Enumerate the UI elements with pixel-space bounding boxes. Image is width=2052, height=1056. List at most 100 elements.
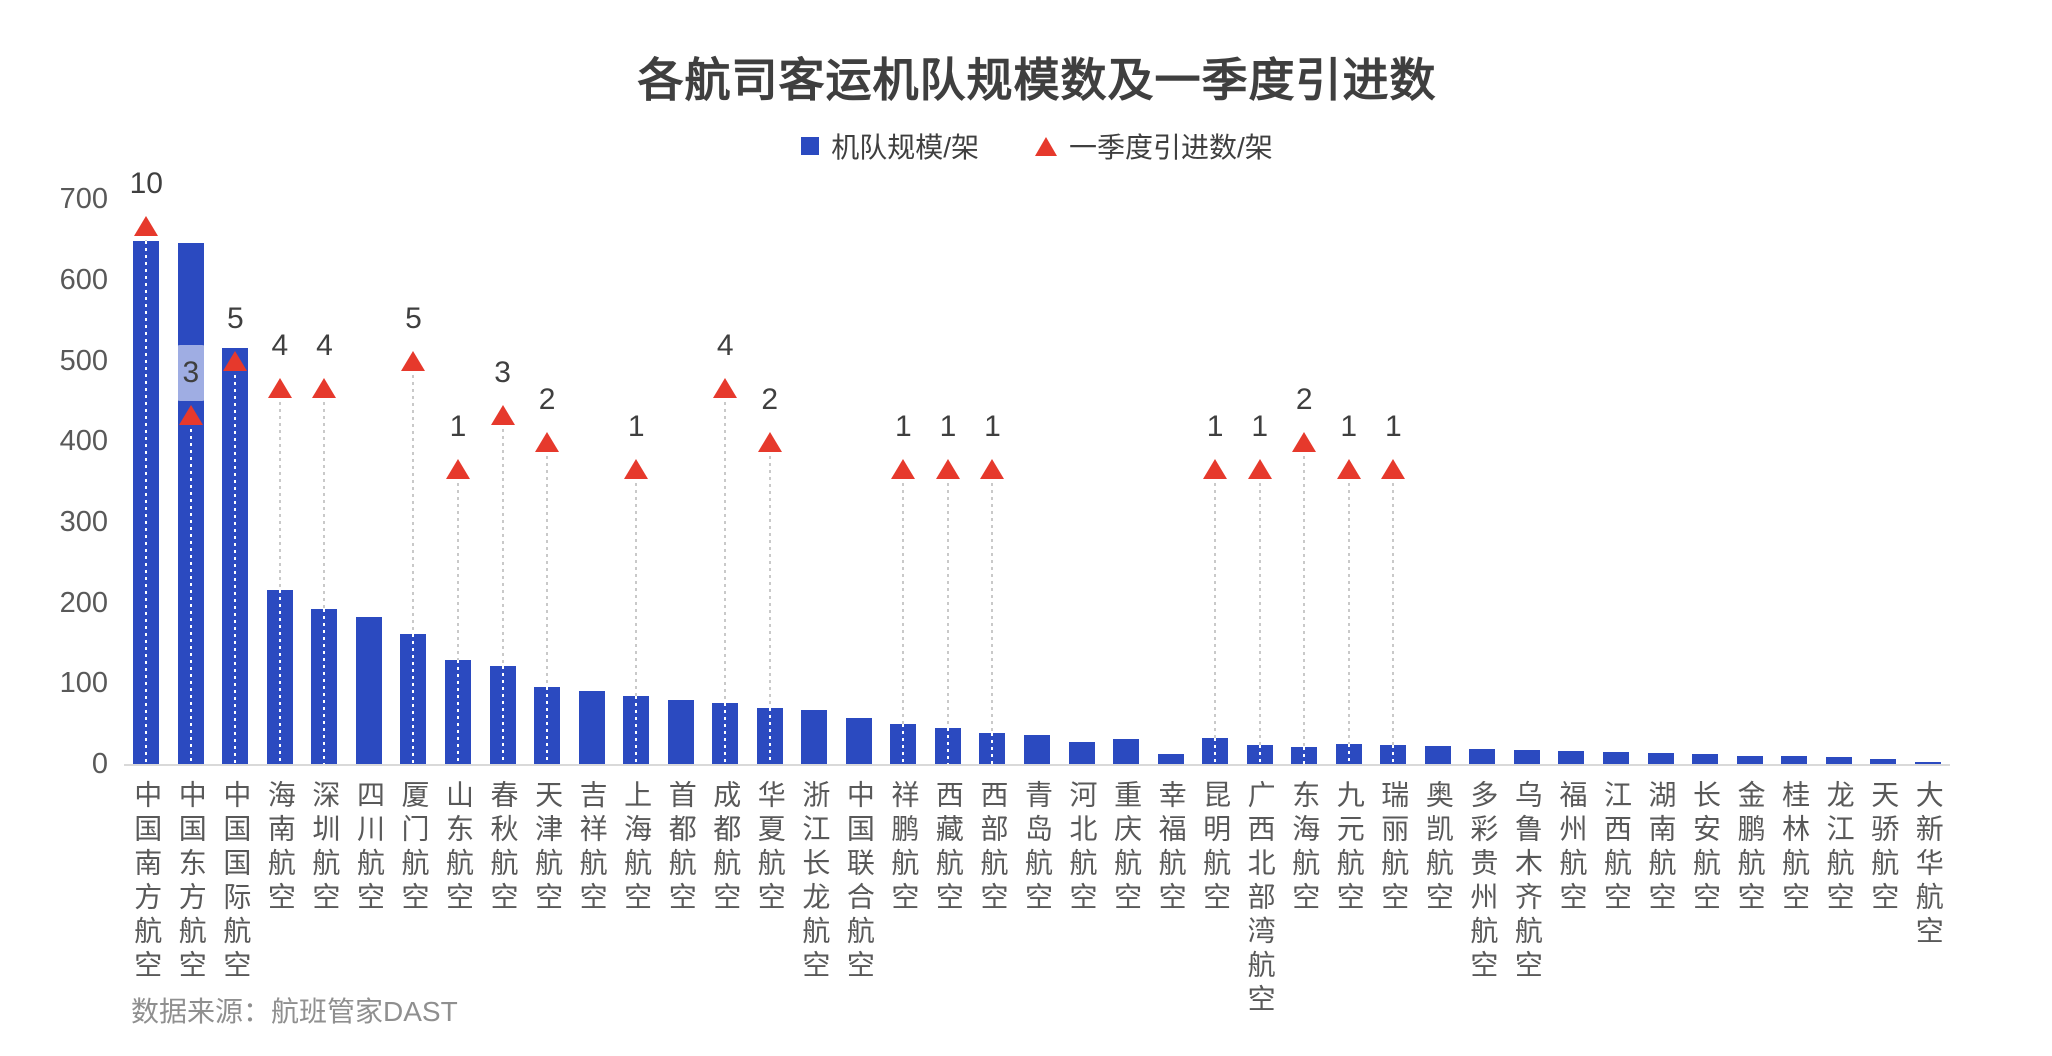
intro-leader-line [278, 590, 281, 764]
intro-value-label: 1 [1340, 410, 1358, 443]
bar [1113, 738, 1140, 764]
x-axis-line [124, 764, 1950, 766]
intro-value-label: 1 [627, 410, 645, 443]
category-label: 江西航空 [1600, 780, 1632, 916]
intro-value-label: 4 [271, 329, 289, 362]
category-label: 浙江长龙航空 [799, 780, 831, 984]
category-label: 西藏航空 [932, 780, 964, 916]
category-label: 天津航空 [532, 780, 564, 916]
source-note: 数据来源：航班管家DAST [131, 996, 458, 1027]
intro-marker-triangle-icon [490, 405, 515, 425]
category-label: 奥凯航空 [1422, 780, 1454, 916]
intro-marker-triangle-icon [1336, 459, 1361, 479]
intro-marker-triangle-icon [1247, 459, 1272, 479]
intro-leader-line [724, 388, 727, 703]
intro-marker-triangle-icon [1203, 459, 1228, 479]
intro-marker-triangle-icon [446, 459, 471, 479]
chart-title: 各航司客运机队规模数及一季度引进数 [637, 54, 1437, 106]
intro-leader-line [323, 388, 326, 610]
category-label: 长安航空 [1690, 780, 1722, 916]
category-label: 昆明航空 [1200, 780, 1232, 916]
category-label: 上海航空 [621, 780, 653, 916]
category-label: 福州航空 [1556, 780, 1588, 916]
category-label: 乌鲁木齐航空 [1511, 780, 1543, 984]
category-label: 华夏航空 [754, 780, 786, 916]
category-label: 幸福航空 [1155, 780, 1187, 916]
intro-marker-triangle-icon [757, 432, 782, 452]
bar [1692, 754, 1719, 764]
intro-marker-triangle-icon [624, 459, 649, 479]
category-label: 中国联合航空 [843, 780, 875, 984]
intro-leader-line [1347, 469, 1350, 744]
intro-marker-triangle-icon [980, 459, 1005, 479]
chart-legend: 机队规模/架 一季度引进数/架 [124, 126, 1950, 166]
bar [1736, 755, 1763, 764]
intro-leader-line [145, 241, 148, 764]
category-label: 四川航空 [353, 780, 385, 916]
intro-leader-line [412, 634, 415, 764]
bar [1870, 759, 1897, 764]
category-label: 河北航空 [1066, 780, 1098, 916]
intro-marker-triangle-icon [935, 459, 960, 479]
y-axis-tick-label: 700 [59, 183, 108, 216]
bar [1068, 742, 1095, 764]
intro-marker-triangle-icon [1381, 459, 1406, 479]
intro-leader-line [902, 723, 905, 764]
intro-leader-line [991, 469, 994, 734]
intro-value-label: 5 [405, 302, 422, 335]
intro-marker-triangle-icon [134, 216, 159, 236]
intro-value-label: 1 [1251, 410, 1269, 443]
bar [1602, 751, 1629, 764]
intro-marker-triangle-icon [891, 459, 916, 479]
intro-leader-line [1214, 738, 1217, 764]
category-label: 首都航空 [665, 780, 697, 916]
category-label: 吉祥航空 [576, 780, 608, 916]
category-label: 重庆航空 [1111, 780, 1143, 916]
bar [1513, 750, 1540, 764]
intro-leader-line [1214, 469, 1217, 739]
bar [1647, 752, 1674, 764]
legend-fleet-label: 机队规模/架 [831, 132, 979, 163]
category-label: 海南航空 [264, 780, 296, 916]
bar [1825, 756, 1852, 764]
bar [578, 691, 605, 764]
bar [1914, 761, 1941, 764]
category-label: 天骄航空 [1868, 780, 1900, 916]
intro-value-label: 4 [316, 329, 333, 362]
intro-value-label: 2 [761, 383, 779, 416]
intro-leader-line [1303, 747, 1306, 764]
intro-triangle-icon [1035, 136, 1057, 156]
intro-leader-line [457, 659, 460, 764]
intro-leader-line [234, 361, 237, 764]
intro-marker-triangle-icon [267, 378, 292, 398]
category-label: 湖南航空 [1645, 780, 1677, 916]
intro-value-label: 3 [494, 356, 511, 389]
category-label: 瑞丽航空 [1378, 780, 1410, 916]
category-label: 中国国际航空 [220, 780, 252, 984]
bar [1558, 751, 1585, 764]
intro-leader-line [412, 361, 415, 635]
intro-value-label: 10 [129, 167, 163, 200]
intro-leader-line [635, 469, 638, 697]
bar [667, 700, 694, 764]
intro-value-label: 1 [939, 410, 957, 443]
y-axis-tick-label: 500 [59, 344, 108, 377]
intro-marker-triangle-icon [535, 432, 560, 452]
intro-marker-triangle-icon [223, 351, 248, 371]
intro-value-label: 2 [1295, 383, 1313, 416]
intro-leader-line [946, 469, 949, 729]
intro-leader-line [189, 415, 192, 764]
intro-leader-line [501, 666, 504, 764]
bar [845, 718, 872, 764]
intro-leader-line [323, 609, 326, 764]
bar [355, 617, 382, 764]
category-label: 成都航空 [710, 780, 742, 916]
intro-value-label: 2 [538, 383, 556, 416]
category-label: 西部航空 [977, 780, 1009, 916]
intro-leader-line [991, 733, 994, 764]
y-axis-tick-label: 400 [59, 425, 108, 458]
bar [1781, 755, 1808, 764]
intro-leader-line [768, 707, 771, 764]
legend-item-fleet: 机队规模/架 [801, 126, 979, 166]
category-label: 山东航空 [443, 780, 475, 916]
